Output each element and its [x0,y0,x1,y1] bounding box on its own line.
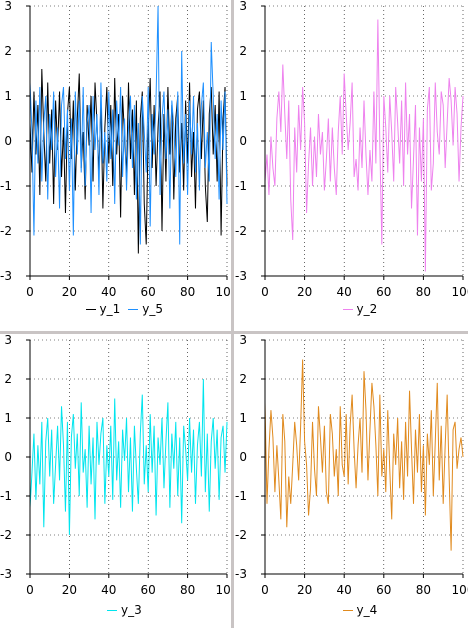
y-tick-label: -2 [0,224,12,238]
x-tick-label: 40 [101,285,116,299]
chart-panel-bottom-left: -3 -2 -1 0 1 2 3 0 20 40 60 80 100 y_3 [0,334,231,628]
x-tick-label: 100 [216,583,231,597]
y-tick-label: 1 [4,411,12,425]
y-tick-label: 2 [239,372,247,386]
legend-item: y_4 [342,603,378,617]
legend: y_3 [107,603,150,617]
legend: y_1 y_5 [85,302,172,316]
series-line-y_1 [29,68,228,254]
chart-panel-top-left: -3 -2 -1 0 1 2 3 0 20 40 60 80 100 y_1 y_5 [0,0,231,331]
legend: y_2 [342,302,386,316]
legend-item: y_2 [342,302,378,316]
x-tick-label: 0 [261,583,269,597]
y-tick-label: -3 [0,269,12,283]
x-tick-label: 80 [180,583,195,597]
plot-svg: -3 -2 -1 0 1 2 3 0 20 40 60 80 100 [235,0,468,299]
plot-svg: -3 -2 -1 0 1 2 3 0 20 40 60 80 100 [0,0,231,299]
y-tick-label: 0 [4,450,12,464]
series-line-y_4 [264,359,464,551]
x-tick-label: 40 [101,583,116,597]
series-line-y_2 [264,19,464,272]
series-line-y_5 [29,5,228,245]
y-tick-label: 2 [4,372,12,386]
legend-label: y_5 [142,302,163,316]
legend-item: y_5 [128,302,163,316]
legend-swatch [128,308,139,310]
x-tick-label: 0 [26,583,34,597]
y-tick-label: 3 [4,334,12,347]
y-tick-label: -3 [235,567,247,581]
legend-label: y_2 [356,302,378,316]
x-tick-label: 100 [452,285,468,299]
x-tick-label: 80 [416,583,431,597]
horizontal-splitter[interactable] [0,331,468,334]
x-tick-label: 100 [452,583,468,597]
legend-label: y_3 [121,603,142,617]
y-tick-label: 1 [239,411,247,425]
x-tick-label: 80 [416,285,431,299]
x-tick-label: 40 [337,285,352,299]
y-tick-label: 3 [239,334,247,347]
y-tick-label: 0 [239,134,247,148]
vertical-splitter[interactable] [231,0,234,628]
legend: y_4 [342,603,386,617]
y-tick-label: 2 [4,44,12,58]
y-tick-label: -1 [235,489,247,503]
x-tick-label: 100 [216,285,231,299]
x-tick-label: 60 [141,583,156,597]
x-tick-label: 0 [261,285,269,299]
y-tick-label: 3 [239,0,247,13]
y-tick-label: -2 [235,224,247,238]
x-tick-label: 80 [180,285,195,299]
y-tick-label: -2 [235,528,247,542]
x-tick-label: 20 [297,285,312,299]
y-tick-label: -1 [0,489,12,503]
x-tick-label: 40 [337,583,352,597]
x-tick-label: 20 [297,583,312,597]
series-line-y_3 [29,378,228,536]
y-tick-label: 3 [4,0,12,13]
y-tick-label: -1 [0,179,12,193]
legend-swatch [342,609,353,611]
legend-label: y_4 [356,603,378,617]
y-tick-label: -1 [235,179,247,193]
x-tick-label: 20 [62,583,77,597]
legend-item: y_3 [107,603,142,617]
x-tick-label: 0 [26,285,34,299]
chart-panel-bottom-right: -3 -2 -1 0 1 2 3 0 20 40 60 80 100 y_4 [234,334,468,628]
plot-svg: -3 -2 -1 0 1 2 3 0 20 40 60 80 100 [235,334,468,597]
legend-item: y_1 [85,302,121,316]
x-tick-label: 60 [376,583,391,597]
y-tick-label: 0 [4,134,12,148]
x-tick-label: 60 [141,285,156,299]
legend-label: y_1 [99,302,121,316]
y-tick-label: 1 [239,89,247,103]
legend-swatch [342,308,353,310]
y-tick-label: 2 [239,44,247,58]
legend-swatch [85,308,96,310]
y-tick-label: -3 [0,567,12,581]
x-tick-label: 20 [62,285,77,299]
y-tick-label: -2 [0,528,12,542]
y-tick-label: -3 [235,269,247,283]
legend-swatch [107,609,117,611]
y-tick-label: 1 [4,89,12,103]
x-tick-label: 60 [376,285,391,299]
chart-panel-top-right: -3 -2 -1 0 1 2 3 0 20 40 60 80 100 y_2 [234,0,468,331]
y-tick-label: 0 [239,450,247,464]
plot-svg: -3 -2 -1 0 1 2 3 0 20 40 60 80 100 [0,334,231,597]
